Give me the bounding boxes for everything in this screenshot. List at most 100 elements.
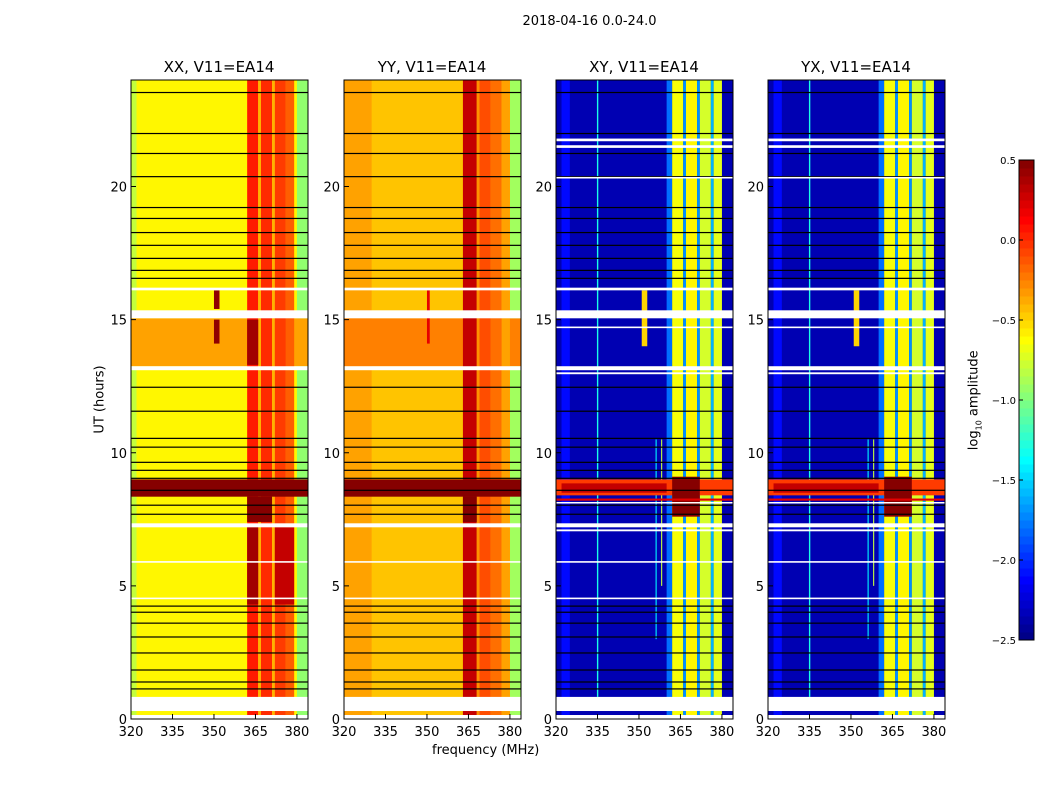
- flagged-row: [344, 561, 521, 563]
- heatmap-block: [285, 80, 295, 719]
- gap-line: [768, 513, 945, 515]
- colorbar-segment: [1019, 464, 1034, 473]
- gap-line: [131, 277, 308, 279]
- gap-line: [131, 513, 308, 515]
- gap-line: [344, 91, 521, 94]
- flagged-row: [556, 326, 733, 329]
- colorbar-segment: [1019, 488, 1034, 497]
- x-tick-label: 320: [756, 725, 781, 740]
- flagged-row: [768, 529, 945, 532]
- heatmap-block: [556, 498, 733, 501]
- heatmap-block: [884, 80, 896, 719]
- gap-line: [556, 681, 733, 683]
- gap-line: [556, 217, 733, 220]
- gap-line: [556, 257, 733, 259]
- gap-line: [131, 410, 308, 412]
- gap-line: [131, 91, 308, 94]
- flagged-row: [556, 176, 733, 179]
- colorbar-segment: [1019, 264, 1034, 273]
- x-tick-label: 335: [373, 725, 398, 740]
- flagged-row: [768, 696, 945, 712]
- colorbar-segment: [1019, 416, 1034, 425]
- gap-line: [344, 504, 521, 506]
- heatmap-block: [655, 439, 657, 640]
- y-tick-label: 10: [110, 447, 127, 462]
- heatmap-block: [247, 80, 259, 719]
- flagged-row: [556, 502, 733, 504]
- colorbar-segment: [1019, 344, 1034, 353]
- x-tick-label: 350: [202, 725, 227, 740]
- flagged-row: [556, 529, 733, 532]
- colorbar-segment: [1019, 360, 1034, 369]
- y-tick-label: 15: [535, 314, 552, 329]
- heatmap-block: [561, 80, 570, 719]
- gap-line: [556, 132, 733, 135]
- x-tick-label: 335: [160, 725, 185, 740]
- gap-line: [131, 257, 308, 259]
- flagged-row: [768, 176, 945, 179]
- colorbar-segment: [1019, 216, 1034, 225]
- gap-line: [556, 469, 733, 471]
- heatmap-block: [713, 80, 722, 719]
- heatmap-block: [260, 80, 273, 719]
- panel-frame: [767, 79, 946, 720]
- flagged-row: [131, 287, 308, 291]
- gap-line: [556, 652, 733, 654]
- gap-line: [344, 176, 521, 178]
- gap-line: [344, 611, 521, 613]
- heatmap-block: [296, 80, 308, 719]
- colorbar-segment: [1019, 592, 1034, 601]
- heatmap-block: [272, 80, 275, 719]
- flagged-row: [131, 561, 308, 563]
- gap-line: [556, 504, 733, 506]
- gap-line: [768, 461, 945, 463]
- heatmap-block: [699, 80, 711, 719]
- gap-line: [131, 446, 308, 448]
- gap-line: [344, 244, 521, 246]
- gap-line: [344, 269, 521, 271]
- panel-frame: [555, 79, 734, 720]
- colorbar-tick-label: 0.5: [1000, 156, 1016, 167]
- heatmap-block: [213, 290, 220, 309]
- colorbar-segment: [1019, 600, 1034, 609]
- gap-line: [344, 688, 521, 690]
- y-tick-label: 5: [119, 580, 127, 595]
- flagged-row: [344, 287, 521, 291]
- figure-title: 2018-04-16 0.0-24.0: [522, 14, 657, 29]
- heatmap-block: [909, 80, 912, 719]
- colorbar-segment: [1019, 512, 1034, 521]
- y-tick-label: 20: [110, 181, 127, 196]
- heatmap-block: [873, 439, 875, 586]
- gap-line: [768, 91, 945, 94]
- flagged-row: [768, 715, 945, 719]
- gap-line: [344, 277, 521, 279]
- gap-line: [768, 622, 945, 624]
- gap-line: [556, 669, 733, 671]
- heatmap-block: [867, 439, 869, 640]
- y-tick-label: 15: [323, 314, 340, 329]
- flagged-row: [768, 326, 945, 329]
- gap-line: [131, 652, 308, 654]
- colorbar-segment: [1019, 320, 1034, 329]
- gap-line: [556, 605, 733, 607]
- heatmap-block: [561, 483, 667, 493]
- gap-line: [131, 269, 308, 271]
- gap-line: [344, 477, 521, 479]
- colorbar-segment: [1019, 560, 1034, 569]
- gap-line: [768, 269, 945, 271]
- flagged-row: [344, 715, 521, 719]
- colorbar-segment: [1019, 480, 1034, 489]
- heatmap-block: [710, 80, 714, 719]
- flagged-row: [768, 145, 945, 148]
- heatmap-block: [878, 80, 885, 719]
- gap-line: [556, 688, 733, 690]
- flagged-row: [768, 287, 945, 291]
- colorbar-segment: [1019, 312, 1034, 321]
- colorbar-tick-label: −1.5: [992, 476, 1016, 487]
- flagged-row: [556, 138, 733, 142]
- y-tick-label: 10: [747, 447, 764, 462]
- colorbar-segment: [1019, 568, 1034, 577]
- gap-line: [344, 132, 521, 135]
